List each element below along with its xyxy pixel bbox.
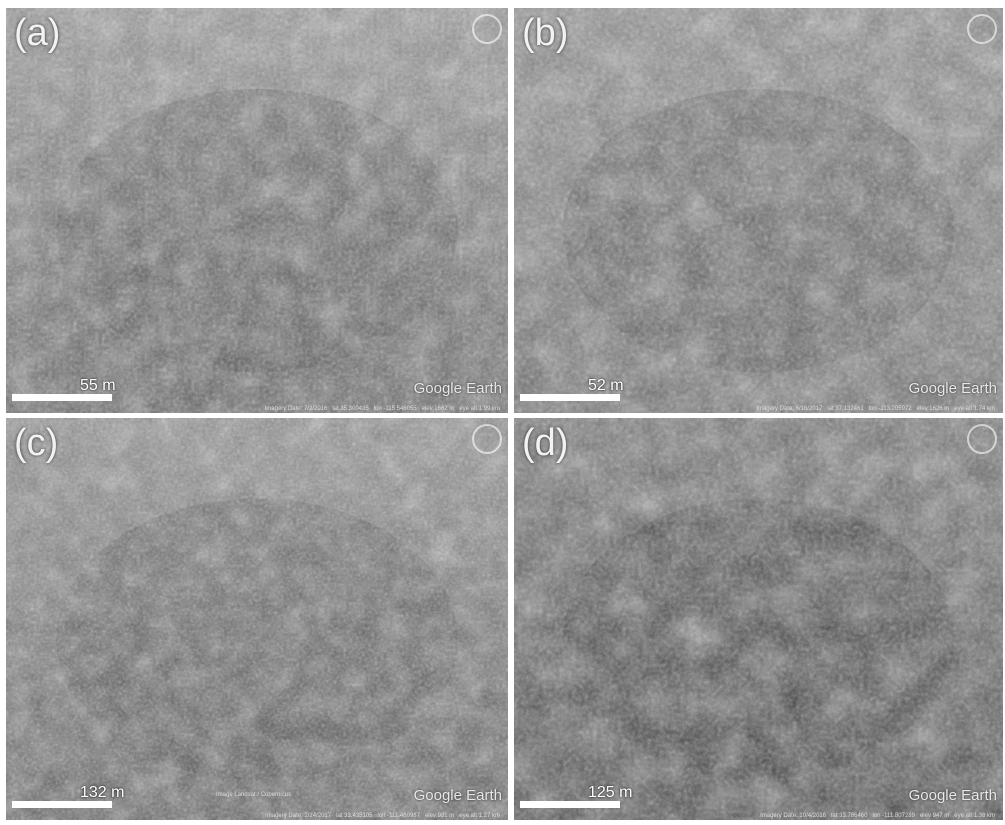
imagery-info: Imagery Date: 2/24/2017 lat 33.435105 lo… (265, 813, 500, 819)
terrain-image (6, 8, 508, 413)
scale-bar (12, 801, 112, 808)
terrain-image (6, 418, 508, 820)
scale-label: 55 m (80, 377, 116, 395)
photo-panel: (d) 125 m Google Earth Imagery Date: 10/4/2… (514, 418, 1003, 820)
scale-label: 132 m (80, 784, 124, 802)
compass (967, 424, 997, 454)
compass (472, 14, 502, 44)
imagery-info: Imagery Date: 7/2/2016 lat 35.300435 lon… (265, 406, 500, 412)
terrain-image (514, 8, 1003, 413)
scale-bar (520, 394, 620, 401)
watermark: Google Earth (414, 380, 502, 397)
imagery-info: Imagery Date: 10/4/2016 lat 33.786460 lo… (760, 813, 995, 819)
watermark: Google Earth (909, 380, 997, 397)
scale-label: 125 m (588, 784, 632, 802)
watermark: Google Earth (909, 787, 997, 804)
panel-label: (c) (14, 422, 58, 465)
watermark: Google Earth (414, 787, 502, 804)
image-credit: Image Landsat / Copernicus (216, 792, 291, 798)
terrain-image (514, 418, 1003, 820)
panel-label: (a) (14, 12, 60, 55)
scale-label: 52 m (588, 377, 624, 395)
panel-label: (b) (522, 12, 568, 55)
photo-panel: (a) 55 m Google Earth Imagery Date: 7/2/201… (6, 8, 508, 413)
compass (472, 424, 502, 454)
figure: (a) 55 m Google Earth Imagery Date: 7/2/201… (0, 0, 1005, 825)
scale-bar (12, 394, 112, 401)
imagery-info: Imagery Date: 6/18/2017 lat 37.132461 lo… (756, 406, 995, 412)
photo-panel: (b) 52 m Google Earth Imagery Date: 6/18/20… (514, 8, 1003, 413)
compass (967, 14, 997, 44)
panel-label: (d) (522, 422, 568, 465)
scale-bar (520, 801, 620, 808)
photo-panel: (c) 132 m Google Earth Image Landsat / Cope… (6, 418, 508, 820)
